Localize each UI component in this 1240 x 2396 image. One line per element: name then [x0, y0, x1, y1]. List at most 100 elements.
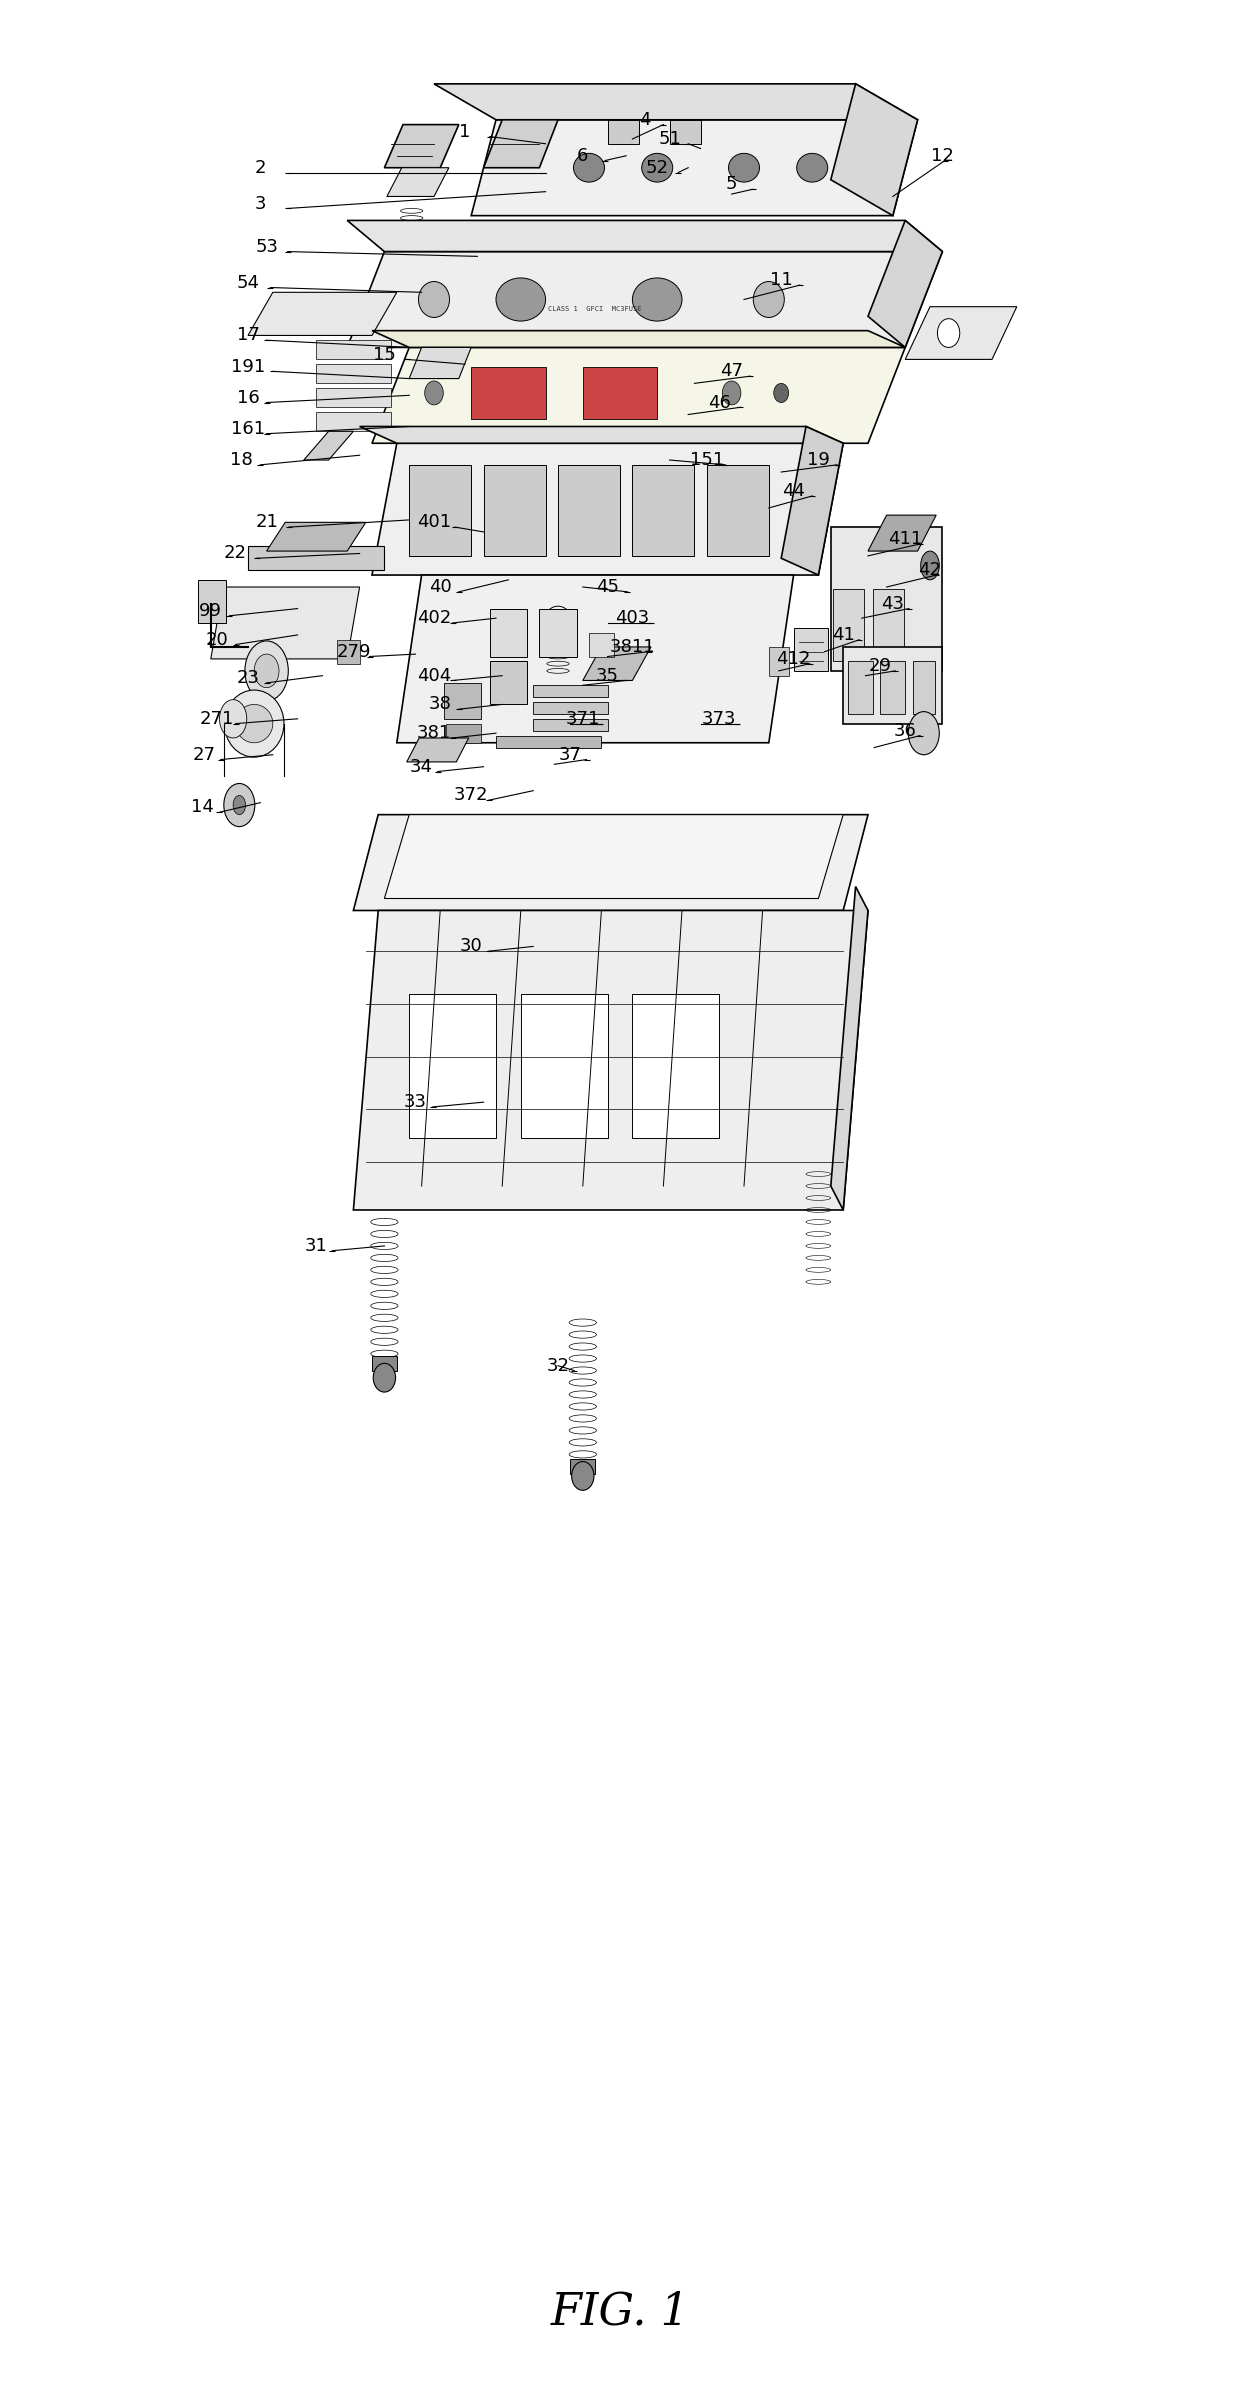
Ellipse shape [572, 1462, 594, 1490]
Bar [533, 719, 608, 731]
Text: 37: 37 [559, 745, 582, 764]
Text: 17: 17 [237, 326, 259, 345]
Text: 32: 32 [547, 1356, 569, 1375]
Text: 161: 161 [231, 419, 265, 438]
Text: 3: 3 [254, 194, 267, 213]
Text: 5: 5 [725, 175, 738, 194]
Bar [316, 388, 391, 407]
Ellipse shape [573, 153, 605, 182]
Polygon shape [831, 527, 942, 671]
Bar [471, 367, 546, 419]
Ellipse shape [465, 843, 502, 879]
Text: 36: 36 [894, 721, 916, 740]
Ellipse shape [373, 1363, 396, 1392]
Ellipse shape [676, 843, 713, 879]
Text: 12: 12 [931, 146, 954, 165]
Ellipse shape [219, 700, 247, 738]
Ellipse shape [224, 690, 284, 757]
Bar [848, 661, 873, 714]
Text: 41: 41 [832, 625, 854, 645]
Text: 403: 403 [615, 609, 650, 628]
Polygon shape [384, 815, 843, 898]
Polygon shape [831, 84, 918, 216]
Polygon shape [304, 431, 353, 460]
Bar [769, 647, 789, 676]
Polygon shape [347, 220, 942, 252]
Bar [670, 120, 701, 144]
Bar [558, 465, 620, 556]
Text: 271: 271 [200, 709, 234, 728]
Text: 34: 34 [410, 757, 433, 776]
Text: 371: 371 [565, 709, 600, 728]
Bar [490, 661, 527, 704]
Polygon shape [353, 815, 868, 910]
Text: 2: 2 [254, 158, 267, 177]
Ellipse shape [233, 795, 246, 815]
Text: CLASS 1  GFCI  MC3FUSE: CLASS 1 GFCI MC3FUSE [548, 307, 642, 311]
Bar [873, 589, 904, 661]
Text: 42: 42 [919, 561, 941, 580]
Text: 16: 16 [237, 388, 259, 407]
Text: 31: 31 [305, 1236, 327, 1256]
Polygon shape [387, 168, 449, 196]
Text: 29: 29 [869, 657, 892, 676]
Bar [444, 683, 481, 719]
Polygon shape [409, 347, 471, 379]
Polygon shape [372, 347, 905, 443]
Text: 54: 54 [237, 273, 259, 292]
Text: 381: 381 [417, 724, 451, 743]
Ellipse shape [774, 383, 789, 403]
Text: 191: 191 [231, 357, 265, 376]
Text: 27: 27 [193, 745, 216, 764]
Polygon shape [868, 515, 936, 551]
Text: 23: 23 [237, 668, 259, 688]
Text: 372: 372 [454, 786, 489, 805]
Text: 22: 22 [224, 544, 247, 563]
Bar [913, 661, 935, 714]
Ellipse shape [722, 381, 740, 405]
Ellipse shape [246, 640, 288, 702]
Polygon shape [831, 887, 868, 1210]
Polygon shape [484, 120, 558, 168]
Text: 35: 35 [596, 666, 619, 685]
Ellipse shape [920, 551, 940, 580]
Bar [409, 465, 471, 556]
Polygon shape [353, 910, 868, 1210]
Polygon shape [360, 426, 843, 443]
Text: 404: 404 [417, 666, 451, 685]
Text: 51: 51 [658, 129, 681, 149]
Text: 3811: 3811 [610, 637, 655, 657]
Text: 47: 47 [720, 362, 743, 381]
Bar [589, 633, 614, 657]
Bar [316, 364, 391, 383]
Bar [409, 994, 496, 1138]
Polygon shape [868, 220, 942, 347]
Polygon shape [905, 307, 1017, 359]
Bar [316, 340, 391, 359]
Bar [337, 640, 360, 664]
Ellipse shape [254, 654, 279, 688]
Text: 40: 40 [429, 577, 451, 597]
Bar [539, 609, 577, 657]
Text: 46: 46 [708, 393, 730, 412]
Text: 151: 151 [689, 450, 724, 470]
Text: 99: 99 [200, 601, 222, 621]
Text: 401: 401 [417, 513, 451, 532]
Text: 411: 411 [888, 530, 923, 549]
Bar [632, 465, 694, 556]
Text: 18: 18 [231, 450, 253, 470]
Text: 373: 373 [702, 709, 737, 728]
Polygon shape [248, 292, 397, 335]
Text: 53: 53 [255, 237, 278, 256]
Polygon shape [211, 587, 360, 659]
Polygon shape [397, 575, 794, 743]
Polygon shape [347, 252, 942, 347]
Ellipse shape [797, 153, 828, 182]
Bar [608, 120, 639, 144]
Text: 30: 30 [460, 937, 482, 956]
Bar [707, 465, 769, 556]
Text: 14: 14 [191, 798, 213, 817]
Ellipse shape [937, 319, 960, 347]
Bar [490, 609, 527, 657]
Bar [632, 994, 719, 1138]
